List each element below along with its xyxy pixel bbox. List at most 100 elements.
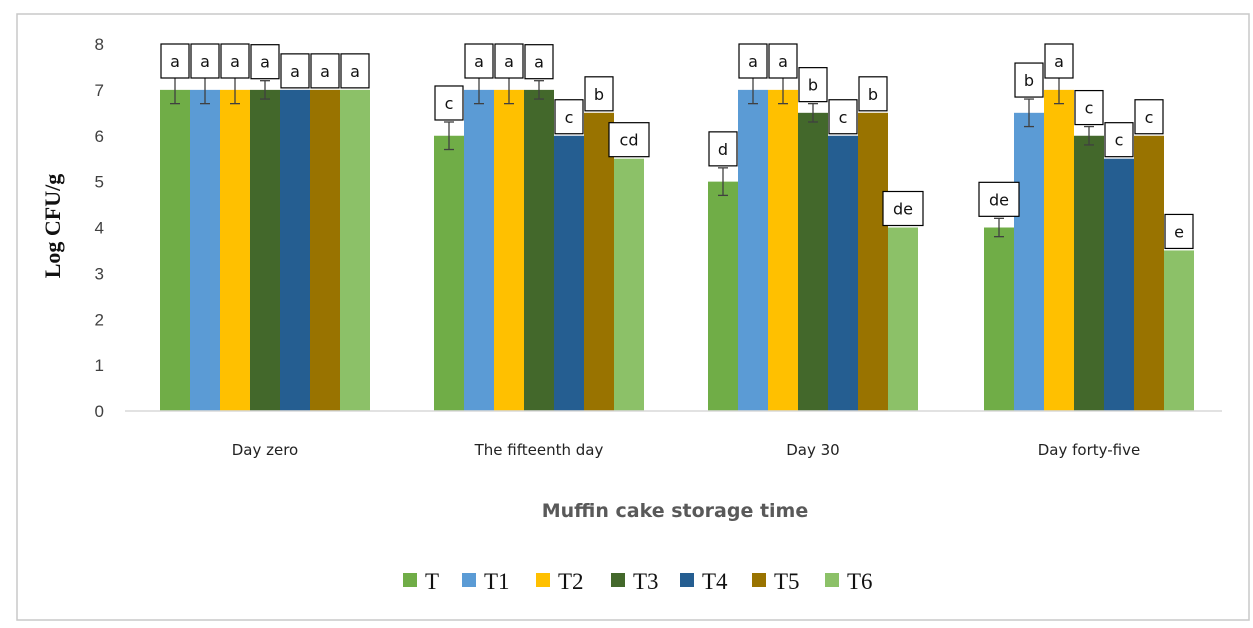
significance-label-box (554, 99, 584, 135)
significance-label: a (350, 62, 360, 81)
legend-item: T2 (536, 569, 584, 594)
significance-label-box (1104, 122, 1134, 158)
y-axis-ticks: 0 1 2 3 4 5 6 7 8 (95, 35, 104, 421)
significance-label-box (768, 43, 798, 79)
legend-item: T3 (611, 569, 659, 594)
chart-border (16, 13, 1250, 621)
legend-label: T (425, 569, 439, 594)
y-tick-label: 0 (95, 402, 104, 421)
significance-label-box (708, 131, 738, 167)
y-tick-label: 1 (95, 356, 104, 375)
legend-label: T1 (484, 569, 510, 594)
significance-label-box (250, 44, 280, 80)
significance-label-box (494, 43, 524, 79)
x-axis-label: Muffin cake storage time (542, 500, 809, 522)
significance-label: c (1085, 99, 1094, 118)
significance-label: a (170, 52, 180, 71)
significance-label-box (524, 44, 554, 80)
bar (1044, 89, 1074, 411)
legend-label: T4 (702, 569, 728, 594)
bar (1074, 135, 1104, 411)
significance-label: de (989, 190, 1009, 209)
significance-label-box (1164, 213, 1194, 250)
bar (798, 112, 828, 411)
significance-label-box (160, 43, 190, 79)
bar (888, 227, 918, 411)
x-category-label: Day forty-five (1038, 441, 1140, 459)
legend-item: T1 (462, 569, 510, 594)
significance-label: a (200, 52, 210, 71)
bar (1014, 112, 1044, 411)
significance-label-box (858, 76, 888, 112)
legend-swatch (462, 573, 476, 587)
significance-label: a (320, 62, 330, 81)
significance-label: a (474, 52, 484, 71)
bar (738, 89, 768, 411)
bar (434, 135, 464, 411)
legend-label: T3 (633, 569, 659, 594)
significance-label-box (464, 43, 494, 79)
significance-label-box (220, 43, 250, 79)
bar (310, 89, 340, 411)
significance-label-box (608, 122, 650, 158)
x-axis-categories: Day zero The fifteenth day Day 30 Day forty… (232, 441, 1141, 459)
significance-label-box (1044, 43, 1074, 79)
significance-label-box (978, 181, 1020, 217)
y-tick-label: 8 (95, 35, 104, 54)
bar (190, 89, 220, 411)
bars (160, 89, 1194, 411)
significance-label-box (798, 67, 828, 103)
bar (858, 112, 888, 411)
bar (984, 227, 1014, 411)
significance-label: b (808, 76, 818, 95)
y-tick-label: 7 (95, 81, 104, 100)
significance-label: c (839, 108, 848, 127)
significance-label: a (290, 62, 300, 81)
legend-swatch (825, 573, 839, 587)
y-tick-label: 6 (95, 127, 104, 146)
legend-item: T4 (680, 569, 728, 594)
significance-label: a (778, 52, 788, 71)
significance-label-box (584, 76, 614, 112)
significance-label: a (534, 53, 544, 72)
legend-swatch (611, 573, 625, 587)
significance-label-box (310, 53, 340, 89)
significance-label: c (1145, 108, 1154, 127)
legend: T T1 T2 T3 T4 T5 T6 (403, 569, 873, 594)
bar (340, 89, 370, 411)
significance-label: c (445, 94, 454, 113)
bar (280, 89, 310, 411)
y-axis-label: Log CFU/g (40, 174, 65, 279)
legend-label: T2 (558, 569, 584, 594)
significance-label-box (1134, 99, 1164, 135)
bar (584, 112, 614, 411)
legend-label: T5 (774, 569, 800, 594)
bar (524, 89, 554, 411)
significance-label: a (1054, 52, 1064, 71)
significance-label: b (868, 85, 878, 104)
significance-label: de (893, 200, 913, 219)
bar (464, 89, 494, 411)
bar (554, 135, 584, 411)
bar (220, 89, 250, 411)
significance-label-box (434, 85, 464, 121)
legend-swatch (680, 573, 694, 587)
bar (250, 89, 280, 411)
y-tick-label: 2 (95, 310, 104, 329)
significance-label-box (828, 99, 858, 135)
significance-label: c (1115, 131, 1124, 150)
significance-labels: a a a a a a a c a a a c b cd d a a b c b de de b a c c c e (160, 43, 1194, 250)
bar (160, 89, 190, 411)
significance-label: b (594, 85, 604, 104)
y-tick-label: 5 (95, 173, 104, 192)
significance-label-box (1074, 89, 1104, 126)
significance-label: a (260, 53, 270, 72)
significance-label-box (190, 43, 220, 79)
significance-label: c (565, 108, 574, 127)
x-category-label: Day 30 (786, 441, 839, 459)
significance-label: e (1174, 222, 1184, 241)
x-category-label: Day zero (232, 441, 299, 459)
significance-label-box (280, 53, 310, 89)
legend-item: T6 (825, 569, 873, 594)
